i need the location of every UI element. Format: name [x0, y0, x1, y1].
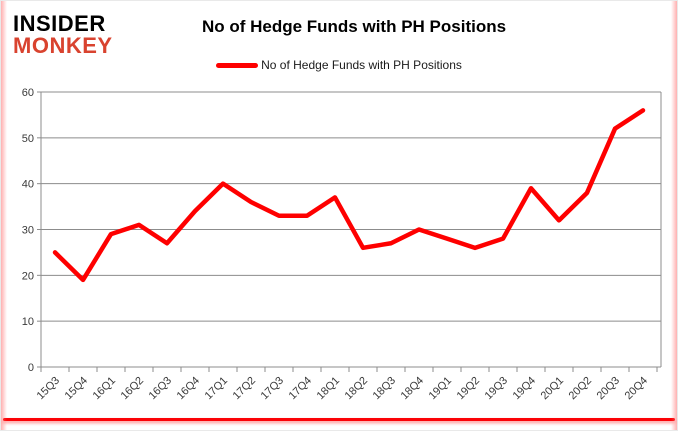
logo-line-insider: INSIDER [13, 11, 106, 36]
x-tick-label: 19Q4 [511, 375, 539, 403]
x-tick-label: 16Q1 [91, 375, 119, 403]
x-tick-label: 20Q1 [539, 375, 567, 403]
y-tick-label: 50 [22, 133, 34, 145]
x-tick-label: 20Q4 [623, 375, 651, 403]
logo-line-monkey: MONKEY [13, 32, 113, 58]
x-tick-label: 16Q4 [175, 375, 203, 403]
x-tick-label: 17Q3 [259, 375, 287, 403]
x-tick-label: 15Q3 [35, 375, 63, 403]
x-tick-label: 18Q2 [343, 375, 371, 403]
chart-title: No of Hedge Funds with PH Positions [201, 17, 507, 36]
x-tick-label: 19Q2 [455, 375, 483, 403]
y-tick-label: 30 [22, 225, 34, 237]
x-tick-label: 19Q3 [483, 375, 511, 403]
y-tick-label: 40 [22, 179, 34, 191]
legend-label: No of Hedge Funds with PH Positions [261, 58, 462, 72]
x-tick-label: 20Q2 [567, 375, 595, 403]
y-tick-label: 10 [22, 316, 34, 328]
y-tick-label: 0 [28, 362, 34, 374]
x-tick-label: 18Q1 [315, 375, 343, 403]
y-tick-label: 20 [22, 270, 34, 282]
x-tick-label: 17Q4 [287, 375, 315, 403]
y-tick-label: 60 [22, 87, 34, 99]
legend: No of Hedge Funds with PH Positions [1, 58, 677, 72]
x-tick-label: 17Q1 [203, 375, 231, 403]
bottom-accent-bar [3, 418, 675, 421]
insider-monkey-logo: INSIDER MONKEY [13, 13, 113, 56]
x-tick-label: 18Q3 [371, 375, 399, 403]
x-tick-label: 20Q3 [595, 375, 623, 403]
series-line [52, 108, 646, 283]
x-tick-label: 17Q2 [231, 375, 259, 403]
x-tick-label: 15Q4 [63, 375, 91, 403]
x-tick-label: 16Q2 [119, 375, 147, 403]
x-tick-label: 16Q3 [147, 375, 175, 403]
legend-line-swatch [216, 62, 259, 68]
x-tick-label: 18Q4 [399, 375, 427, 403]
x-tick-label: 19Q1 [427, 375, 455, 403]
